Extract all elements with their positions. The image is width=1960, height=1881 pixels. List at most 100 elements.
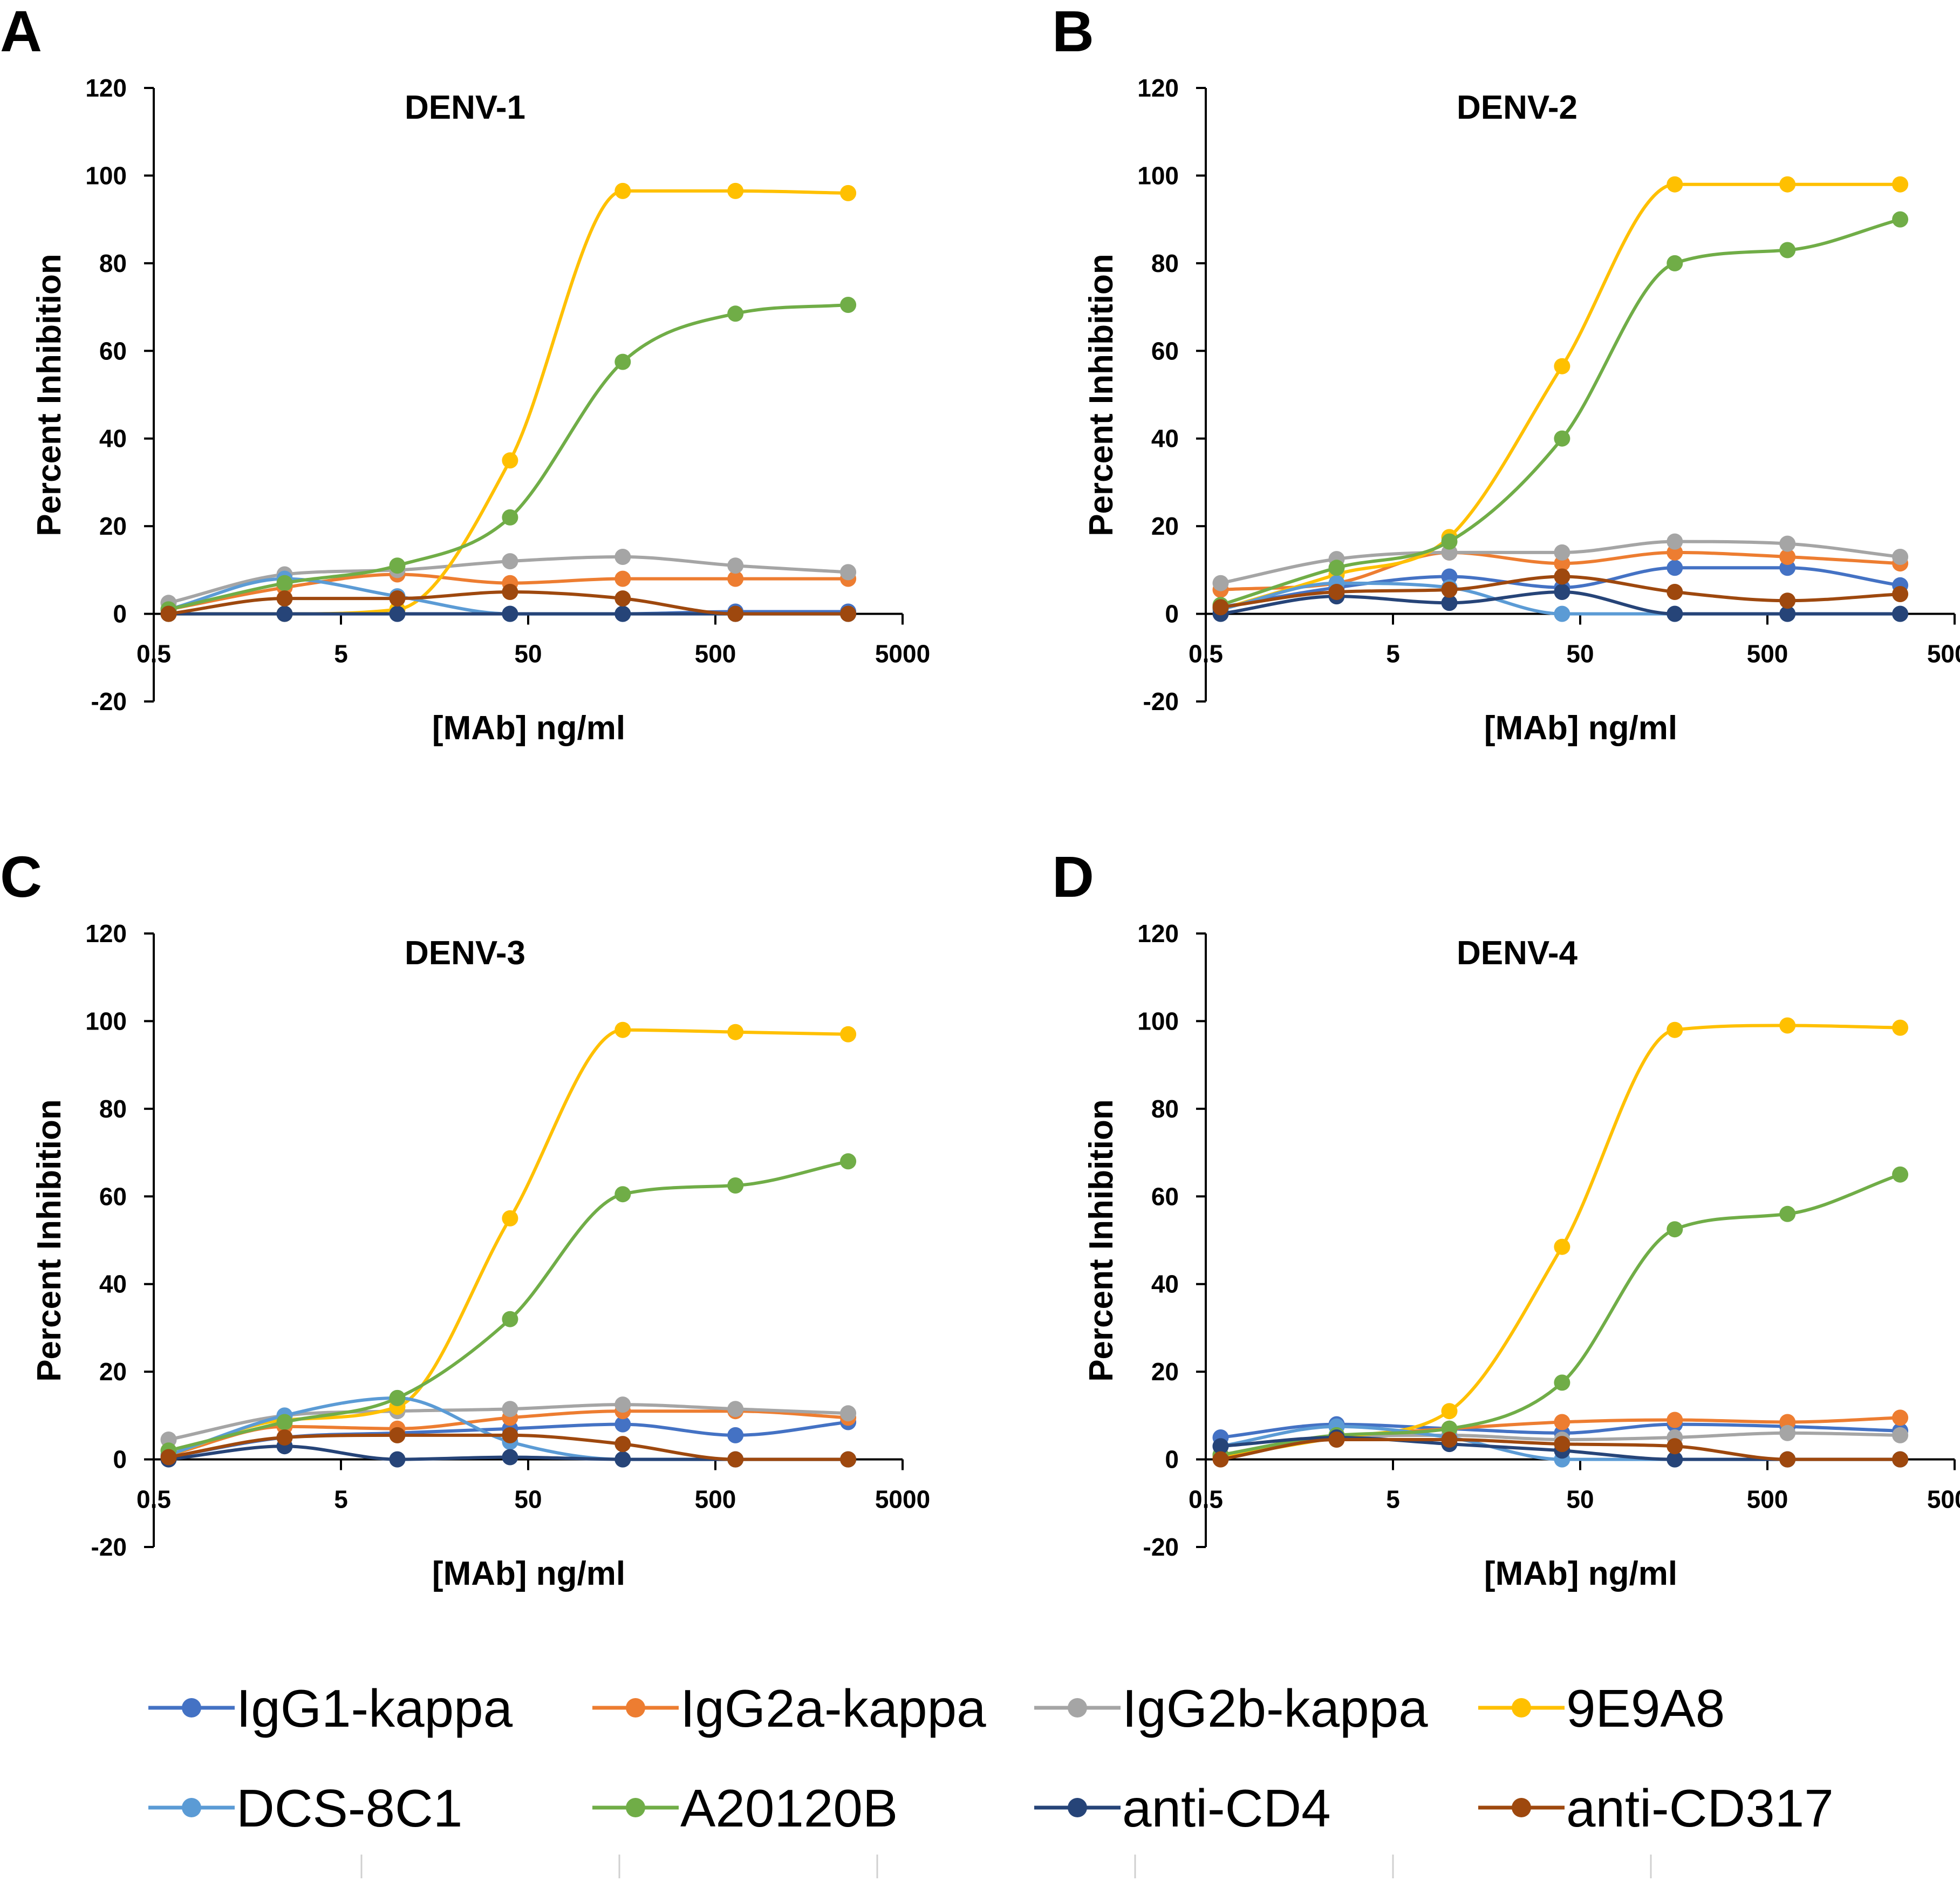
y-tick-label: 120 <box>85 74 127 102</box>
x-axis-label: [MAb] ng/ml <box>432 710 625 747</box>
x-tick-label: 50 <box>514 640 542 668</box>
legend-swatch-marker <box>626 1698 645 1718</box>
data-point <box>389 1451 406 1468</box>
data-point <box>1892 549 1909 565</box>
x-tick-label: 500 <box>695 1485 736 1514</box>
legend-label: anti-CD4 <box>1122 1778 1331 1838</box>
data-point <box>1779 242 1796 258</box>
data-point <box>1328 1432 1345 1448</box>
data-point <box>614 570 631 587</box>
legend-item: 9E9A8 <box>1478 1679 1725 1738</box>
data-point <box>840 1026 857 1042</box>
data-point <box>1667 255 1683 271</box>
data-point <box>1779 549 1796 565</box>
x-axis-label: [MAb] ng/ml <box>1484 1555 1677 1592</box>
data-point <box>160 1449 177 1466</box>
data-point <box>1892 1451 1909 1468</box>
y-tick-label: 20 <box>1151 512 1179 540</box>
legend-label: DCS-8C1 <box>236 1778 462 1838</box>
data-point <box>840 605 857 622</box>
data-point <box>1212 575 1229 591</box>
data-point <box>276 1429 293 1446</box>
data-point <box>1779 1017 1796 1034</box>
data-point <box>1667 1221 1683 1238</box>
data-point <box>727 1451 744 1468</box>
panel-letter: C <box>0 844 42 909</box>
x-tick-label: 500 <box>1747 1485 1788 1514</box>
data-point <box>727 305 744 322</box>
data-point <box>502 584 518 600</box>
y-tick-label: 100 <box>1137 1007 1179 1035</box>
data-point <box>727 570 744 587</box>
data-point <box>727 1401 744 1417</box>
x-tick-label: 0.5 <box>1189 640 1223 668</box>
data-point <box>1554 544 1570 561</box>
y-tick-label: 60 <box>99 1182 127 1210</box>
data-point <box>614 590 631 607</box>
legend-swatch-marker <box>182 1698 201 1718</box>
data-point <box>727 1177 744 1194</box>
chart-panel-b: B DENV-2 120 100 80 60 40 20 0 -20 0.5 5 50 500 5000 [M… <box>1052 0 1960 747</box>
x-tick-label: 5000 <box>875 1485 930 1514</box>
data-point <box>1892 211 1909 228</box>
x-tick-label: 5 <box>334 640 348 668</box>
data-point <box>614 605 631 622</box>
data-point <box>1554 605 1570 622</box>
x-tick-label: 50 <box>1566 1485 1594 1514</box>
data-point <box>1667 1438 1683 1455</box>
data-point <box>389 557 406 574</box>
data-point <box>1554 1238 1570 1255</box>
y-tick-label: 0 <box>1165 600 1179 628</box>
series-anti-cd317 <box>160 1427 857 1468</box>
data-point <box>276 590 293 607</box>
y-tick-label: 120 <box>1137 919 1179 948</box>
y-tick-label: 100 <box>85 1007 127 1035</box>
data-point <box>614 1186 631 1203</box>
y-tick-label: 60 <box>99 337 127 365</box>
y-tick-label: -20 <box>91 1533 127 1561</box>
data-point <box>502 1449 518 1466</box>
y-tick-label: 100 <box>85 161 127 189</box>
data-point <box>1779 176 1796 193</box>
legend-label: IgG1-kappa <box>236 1679 513 1738</box>
data-point <box>1328 584 1345 600</box>
data-point <box>727 1427 744 1443</box>
data-point <box>1441 581 1458 598</box>
y-tick-label: 80 <box>1151 249 1179 277</box>
y-tick-label: 40 <box>99 1270 127 1298</box>
data-point <box>1779 1451 1796 1468</box>
data-point <box>389 590 406 607</box>
data-point <box>1212 1451 1229 1468</box>
data-point <box>1892 1019 1909 1036</box>
x-axis-label: [MAb] ng/ml <box>1484 710 1677 747</box>
legend-item: A20120B <box>592 1778 898 1838</box>
data-point <box>1667 1451 1683 1468</box>
data-point <box>1554 1374 1570 1391</box>
legend-item: IgG2b-kappa <box>1034 1679 1428 1738</box>
x-tick-label: 5000 <box>875 640 930 668</box>
y-tick-label: 40 <box>1151 1270 1179 1298</box>
data-point <box>840 1451 857 1468</box>
panel-letter: B <box>1052 0 1094 64</box>
data-point <box>1554 1414 1570 1430</box>
data-point <box>1212 1438 1229 1455</box>
panel-letter: A <box>0 0 42 64</box>
y-tick-label: 20 <box>99 512 127 540</box>
y-tick-label: 60 <box>1151 1182 1179 1210</box>
data-point <box>389 1427 406 1443</box>
data-point <box>276 575 293 591</box>
x-tick-label: 5 <box>1386 1485 1400 1514</box>
data-point <box>1667 584 1683 600</box>
data-point <box>614 353 631 370</box>
data-point <box>727 605 744 622</box>
data-point <box>1212 599 1229 616</box>
data-point <box>614 1416 631 1433</box>
x-tick-label: 5000 <box>1927 640 1960 668</box>
data-point <box>1667 533 1683 550</box>
legend-item: IgG1-kappa <box>148 1679 513 1738</box>
data-point <box>1667 560 1683 576</box>
y-tick-label: 60 <box>1151 337 1179 365</box>
data-point <box>502 553 518 570</box>
